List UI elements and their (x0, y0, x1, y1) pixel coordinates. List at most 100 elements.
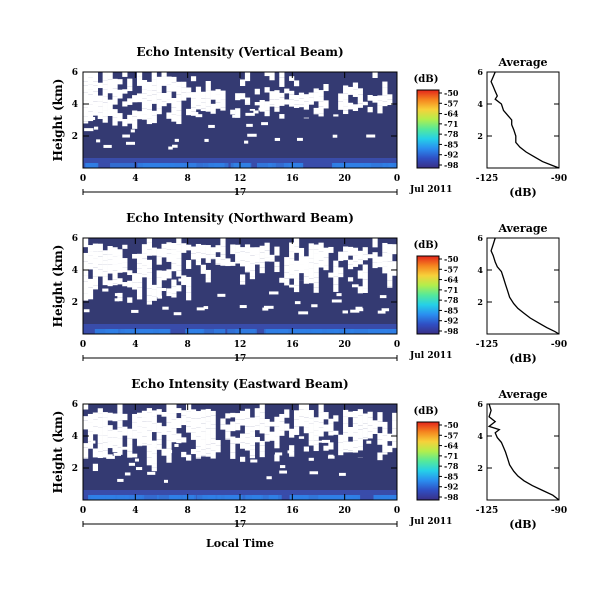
no-data-cell (230, 244, 236, 255)
no-data-cell (249, 436, 256, 446)
no-data-speck (147, 444, 155, 448)
no-data-cell (264, 72, 270, 77)
no-data-cell (92, 101, 99, 110)
no-data-cell (141, 436, 148, 444)
no-data-speck (204, 138, 209, 142)
ground-echo-cell (202, 495, 216, 500)
no-data-cell (146, 288, 152, 296)
no-data-cell (83, 404, 89, 410)
no-data-speck (321, 439, 331, 443)
ground-echo-cell (124, 495, 145, 500)
no-data-cell (387, 244, 393, 254)
no-data-cell (269, 99, 275, 105)
no-data-speck (109, 109, 115, 113)
no-data-cell (102, 89, 108, 97)
no-data-cell (284, 265, 290, 273)
no-data-cell (181, 410, 187, 416)
no-data-cell (249, 276, 256, 280)
no-data-cell (230, 412, 236, 418)
no-data-cell (382, 421, 388, 429)
no-data-cell (377, 256, 383, 263)
no-data-cell (289, 94, 295, 100)
no-data-cell (195, 446, 202, 452)
date-label: Jul 2011 (409, 185, 452, 195)
no-data-speck (106, 455, 115, 459)
no-data-cell (338, 450, 344, 456)
no-data-speck (279, 465, 286, 469)
no-data-cell (122, 72, 128, 77)
no-data-cell (303, 417, 309, 422)
no-data-cell (171, 98, 177, 108)
date-label: Jul 2011 (409, 517, 452, 527)
no-data-cell (313, 417, 319, 422)
colorbar-tick-label: -64 (444, 109, 459, 119)
no-data-cell (122, 119, 128, 127)
no-data-cell (220, 238, 226, 247)
no-data-cell (200, 417, 206, 424)
no-data-cell (362, 437, 368, 440)
no-data-cell (318, 113, 324, 117)
no-data-cell (151, 416, 157, 424)
no-data-cell (279, 430, 285, 436)
ground-echo-cell (283, 163, 303, 168)
no-data-cell (249, 426, 256, 432)
no-data-speck (102, 288, 109, 292)
no-data-cell (186, 417, 192, 422)
no-data-cell (141, 421, 148, 428)
no-data-cell (289, 264, 295, 275)
no-data-cell (127, 280, 133, 288)
no-data-cell (318, 101, 324, 107)
no-data-cell (328, 423, 334, 432)
no-data-cell (259, 404, 265, 413)
no-data-cell (220, 246, 226, 255)
no-data-cell (186, 276, 192, 287)
no-data-cell (127, 78, 133, 87)
no-data-cell (102, 110, 108, 117)
ground-echo-cell (85, 163, 99, 168)
no-data-speck (279, 470, 288, 474)
no-data-cell (318, 404, 324, 413)
no-data-cell (97, 112, 103, 120)
no-data-cell (122, 413, 128, 421)
no-data-cell (205, 453, 211, 457)
no-data-cell (225, 431, 231, 439)
no-data-cell (92, 412, 99, 420)
no-data-cell (190, 107, 197, 112)
no-data-cell (92, 72, 99, 82)
no-data-speck (168, 146, 173, 150)
no-data-cell (210, 428, 216, 439)
no-data-cell (284, 278, 290, 286)
no-data-cell (112, 429, 118, 438)
no-data-cell (181, 243, 187, 253)
ground-echo-cell (265, 329, 289, 334)
no-data-cell (269, 91, 275, 100)
no-data-speck (350, 309, 360, 313)
no-data-cell (195, 451, 202, 458)
x-tick-label: 0 (80, 174, 86, 184)
no-data-cell (259, 423, 265, 434)
no-data-cell (352, 82, 359, 90)
no-data-cell (215, 89, 221, 95)
no-data-cell (166, 253, 172, 262)
no-data-cell (205, 90, 211, 99)
ground-echo-cell (268, 495, 279, 500)
no-data-cell (274, 99, 280, 108)
no-data-cell (127, 297, 133, 303)
no-data-cell (156, 99, 162, 109)
no-data-cell (392, 441, 398, 448)
no-data-cell (102, 264, 108, 272)
no-data-cell (362, 264, 368, 273)
no-data-cell (190, 418, 197, 429)
no-data-cell (308, 97, 314, 105)
no-data-cell (166, 288, 172, 293)
no-data-cell (372, 96, 378, 103)
no-data-cell (333, 266, 339, 277)
no-data-cell (230, 443, 236, 453)
no-data-cell (372, 252, 378, 263)
no-data-cell (87, 422, 94, 432)
no-data-cell (146, 95, 152, 101)
no-data-cell (176, 285, 182, 292)
no-data-cell (190, 432, 197, 440)
no-data-cell (186, 292, 192, 301)
ground-echo-cell (367, 163, 386, 168)
